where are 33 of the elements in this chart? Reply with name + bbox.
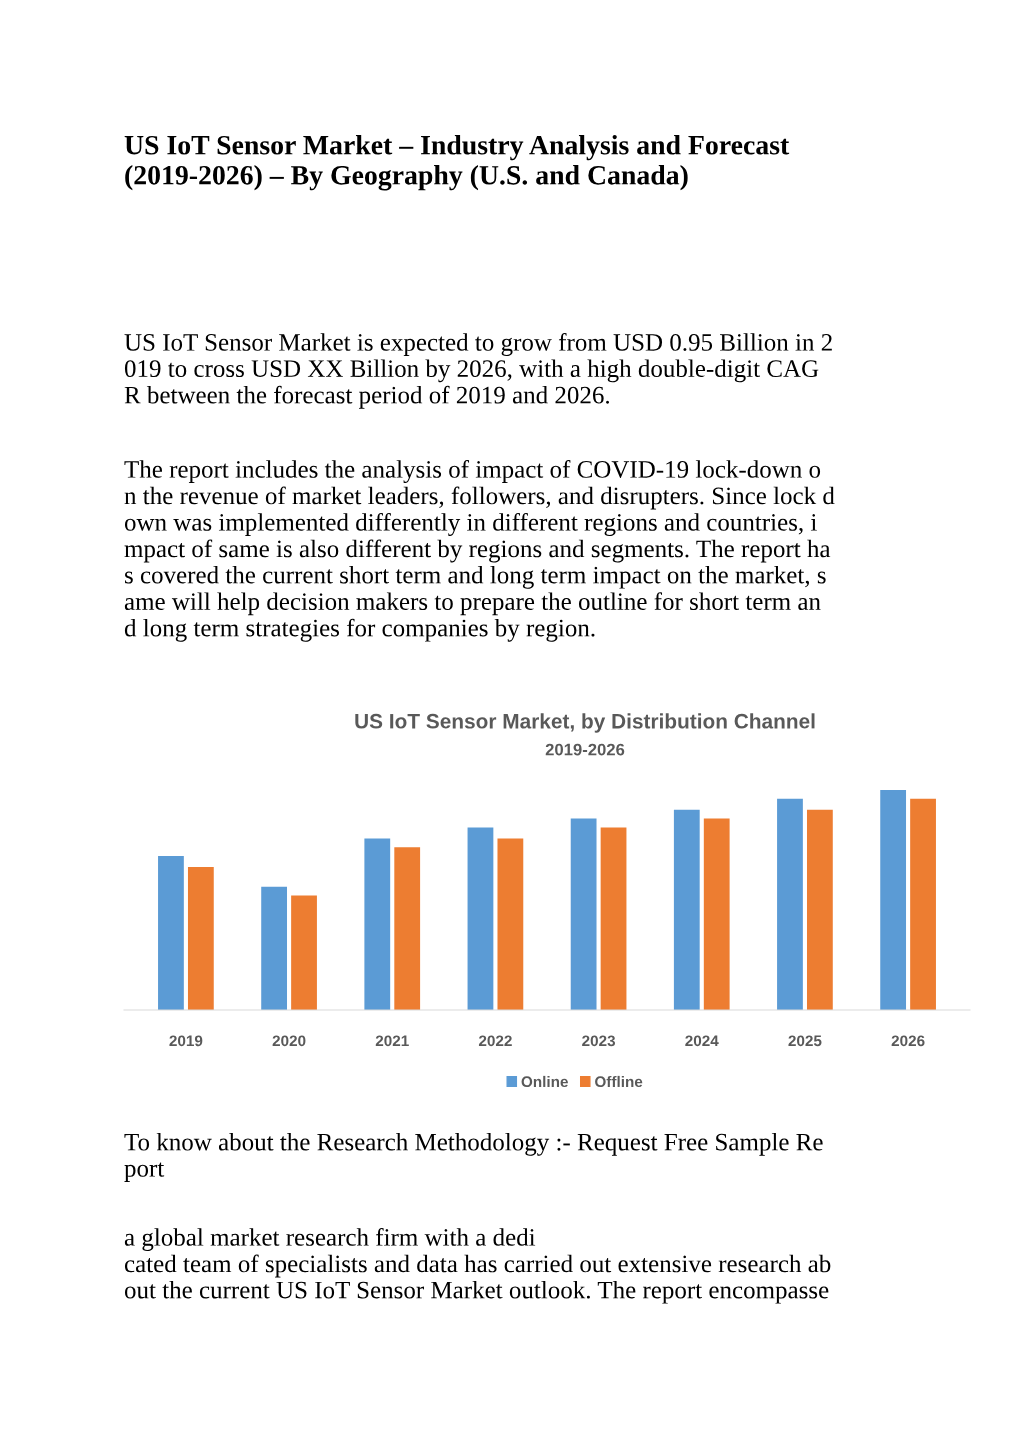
bar	[291, 895, 317, 1010]
x-tick-label: 2023	[582, 1035, 616, 1047]
bar	[187, 867, 214, 1010]
x-tick-label: 2022	[478, 1035, 512, 1047]
x-tick-label: 2025	[788, 1035, 822, 1047]
chart-title: US IoT Sensor Market, by Distribution Channel	[355, 713, 815, 733]
bar	[777, 798, 803, 1010]
legend-label: Online	[521, 1075, 568, 1088]
text: The report includes the analysis of impact of COVID-19 lock-down o n the revenue of market leaders, followers, and disrupters. Since lock d own was implemented differently in different regions and countries, i mpact of same is also different by regions and segments. The report ha s covered the current short term and long term impact on the market, s ame will help decision makers to prepare the outline for short term an d long term strategies for companies by region.	[124, 460, 835, 642]
bar	[497, 838, 524, 1010]
bar	[673, 809, 700, 1010]
bar	[570, 818, 597, 1010]
bar	[880, 790, 907, 1010]
bar	[467, 827, 494, 1010]
bar	[394, 847, 421, 1010]
bar	[261, 886, 288, 1010]
x-tick-label: 2026	[891, 1035, 925, 1047]
x-tick-label: 2020	[272, 1035, 306, 1047]
bar	[806, 809, 833, 1010]
bar	[910, 798, 936, 1010]
legend-label: Offline	[595, 1075, 643, 1088]
bar	[364, 838, 391, 1010]
bar	[703, 818, 730, 1010]
bar	[158, 856, 184, 1010]
x-tick-label: 2024	[685, 1035, 719, 1047]
x-tick-label: 2021	[375, 1035, 409, 1047]
bar	[600, 827, 627, 1010]
chart-subtitle: 2019-2026	[545, 743, 625, 756]
text: US IoT Sensor Market is expected to grow from USD 0.95 Billion in 2 019 to cross USD XX Billion by 2026, with a high double-digit CAG R between the forecast period of 2019 and 2026.	[124, 333, 832, 409]
text: US IoT Sensor Market – Industry Analysis and Forecast (2019-2026) – By Geography (U.S. and Canada)	[124, 135, 790, 191]
x-tick-label: 2019	[169, 1035, 203, 1047]
text: a global market research firm with a dedi cated team of specialists and data has carried out extensive research ab out the current US IoT Sensor Market outlook. The report encompasse	[124, 1228, 831, 1304]
text: To know about the Research Methodology :- Request Free Sample Re port	[124, 1133, 823, 1182]
